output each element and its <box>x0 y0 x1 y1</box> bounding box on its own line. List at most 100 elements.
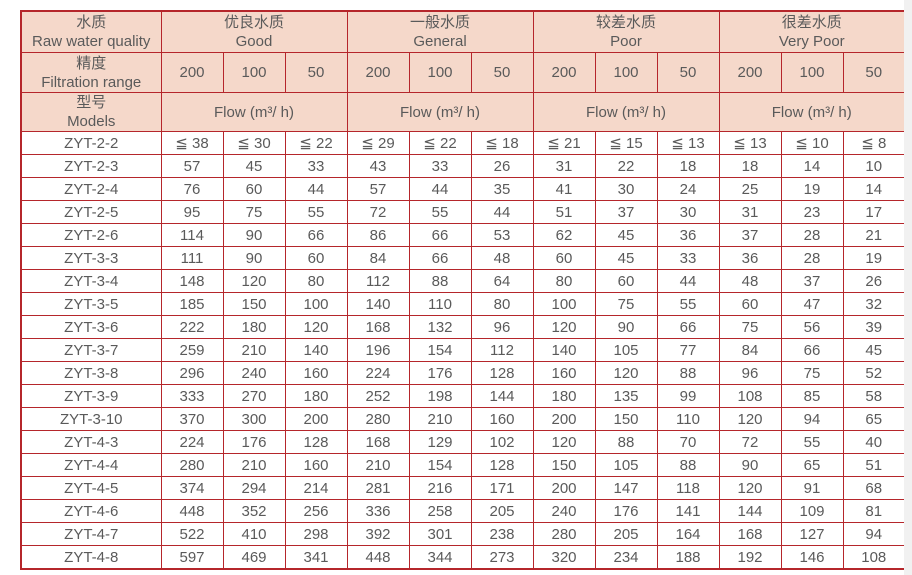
flow-value-cell: 150 <box>594 407 658 431</box>
model-cell: ZYT-3-9 <box>20 384 162 408</box>
flow-value-cell: 110 <box>656 407 720 431</box>
flow-value-cell: 210 <box>408 407 472 431</box>
flow-value-cell: 259 <box>160 338 224 362</box>
flow-value-cell: 154 <box>408 338 472 362</box>
flow-value-cell: 224 <box>160 430 224 454</box>
flow-value-cell: 180 <box>222 315 286 339</box>
flow-value-cell: 72 <box>346 200 410 224</box>
model-cell: ZYT-2-2 <box>20 131 162 155</box>
flow-value-cell: ≦ 8 <box>842 131 906 155</box>
flow-value-cell: 70 <box>656 430 720 454</box>
model-cell: ZYT-4-8 <box>20 545 162 570</box>
flow-value-cell: 60 <box>718 292 782 316</box>
quality-group-poor-en: Poor <box>610 33 642 50</box>
flow-value-cell: 198 <box>408 384 472 408</box>
filtration-range-zh: 精度 <box>76 54 107 72</box>
flow-value-cell: 222 <box>160 315 224 339</box>
flow-value-cell: 60 <box>594 269 658 293</box>
flow-value-cell: 44 <box>656 269 720 293</box>
precision-value-cell: 100 <box>594 52 658 93</box>
flow-value-cell: 120 <box>718 476 782 500</box>
flow-value-cell: 128 <box>284 430 348 454</box>
flow-value-cell: 110 <box>408 292 472 316</box>
precision-value-cell: 50 <box>284 52 348 93</box>
flow-value-cell: 84 <box>346 246 410 270</box>
quality-group-good: 优良水质 Good <box>160 10 348 53</box>
flow-value-cell: 64 <box>470 269 534 293</box>
flow-value-cell: 102 <box>470 430 534 454</box>
table-row: ZYT-3-6 222 180 120 168 132 96 120 90 66 75 56 39 <box>20 315 906 339</box>
flow-value-cell: 94 <box>842 522 906 546</box>
flow-value-cell: 33 <box>284 154 348 178</box>
flow-value-cell: ≦ 15 <box>594 131 658 155</box>
flow-header-row: 型号 Models Flow (m³/ h) Flow (m³/ h) Flow… <box>20 92 906 132</box>
flow-value-cell: 240 <box>532 499 596 523</box>
flow-value-cell: 160 <box>470 407 534 431</box>
flow-value-cell: 132 <box>408 315 472 339</box>
flow-value-cell: 26 <box>842 269 906 293</box>
flow-value-cell: 33 <box>408 154 472 178</box>
flow-value-cell: 55 <box>408 200 472 224</box>
flow-value-cell: 141 <box>656 499 720 523</box>
flow-value-cell: 18 <box>656 154 720 178</box>
flow-value-cell: 53 <box>470 223 534 247</box>
table-row: ZYT-3-7 259 210 140 196 154 112 140 105 77 84 66 45 <box>20 338 906 362</box>
flow-value-cell: 100 <box>532 292 596 316</box>
flow-value-cell: 105 <box>594 338 658 362</box>
flow-value-cell: 128 <box>470 361 534 385</box>
flow-value-cell: 154 <box>408 453 472 477</box>
flow-value-cell: 14 <box>780 154 844 178</box>
flow-value-cell: 298 <box>284 522 348 546</box>
table-row: ZYT-3-3 111 90 60 84 66 48 60 45 33 36 28 19 <box>20 246 906 270</box>
flow-value-cell: 51 <box>842 453 906 477</box>
flow-value-cell: 352 <box>222 499 286 523</box>
flow-value-cell: 23 <box>780 200 844 224</box>
flow-value-cell: 36 <box>718 246 782 270</box>
flow-value-cell: 95 <box>160 200 224 224</box>
flow-value-cell: 185 <box>160 292 224 316</box>
flow-value-cell: 112 <box>346 269 410 293</box>
flow-value-cell: 146 <box>780 545 844 570</box>
flow-value-cell: 410 <box>222 522 286 546</box>
flow-value-cell: 140 <box>346 292 410 316</box>
table-row: ZYT-4-6 448 352 256 336 258 205 240 176 141 144 109… <box>20 499 906 523</box>
precision-value-cell: 50 <box>842 52 906 93</box>
table-row: ZYT-3-10 370 300 200 280 210 160 200 150 110 120 94… <box>20 407 906 431</box>
flow-value-cell: 75 <box>222 200 286 224</box>
flow-value-cell: 160 <box>284 361 348 385</box>
model-cell: ZYT-3-6 <box>20 315 162 339</box>
flow-value-cell: 127 <box>780 522 844 546</box>
flow-value-cell: 32 <box>842 292 906 316</box>
flow-value-cell: 57 <box>346 177 410 201</box>
flow-value-cell: 44 <box>470 200 534 224</box>
models-header: 型号 Models <box>20 92 162 132</box>
flow-value-cell: 55 <box>656 292 720 316</box>
flow-value-cell: 88 <box>656 361 720 385</box>
table-row: ZYT-2-6 114 90 66 86 66 53 62 45 36 37 28 21 <box>20 223 906 247</box>
flow-value-cell: 120 <box>532 430 596 454</box>
flow-value-cell: 144 <box>718 499 782 523</box>
flow-value-cell: 280 <box>532 522 596 546</box>
flow-value-cell: 200 <box>532 407 596 431</box>
precision-value-cell: 200 <box>160 52 224 93</box>
table-row: ZYT-4-8 597 469 341 448 344 273 320 234 188 192 146… <box>20 545 906 570</box>
quality-group-good-en: Good <box>235 33 273 50</box>
flow-value-cell: 176 <box>408 361 472 385</box>
flow-header-cell: Flow (m³/ h) <box>532 92 720 132</box>
flow-value-cell: 280 <box>160 453 224 477</box>
vertical-scrollbar-track[interactable] <box>904 0 912 575</box>
flow-value-cell: ≦ 18 <box>470 131 534 155</box>
quality-group-good-zh: 优良水质 <box>223 14 284 31</box>
flow-value-cell: 26 <box>470 154 534 178</box>
flow-value-cell: 258 <box>408 499 472 523</box>
flow-value-cell: 85 <box>780 384 844 408</box>
flow-value-cell: 100 <box>284 292 348 316</box>
flow-value-cell: 24 <box>656 177 720 201</box>
flow-value-cell: 39 <box>842 315 906 339</box>
flow-value-cell: 160 <box>284 453 348 477</box>
flow-value-cell: 281 <box>346 476 410 500</box>
flow-value-cell: 55 <box>780 430 844 454</box>
flow-value-cell: 37 <box>780 269 844 293</box>
flow-value-cell: 150 <box>222 292 286 316</box>
